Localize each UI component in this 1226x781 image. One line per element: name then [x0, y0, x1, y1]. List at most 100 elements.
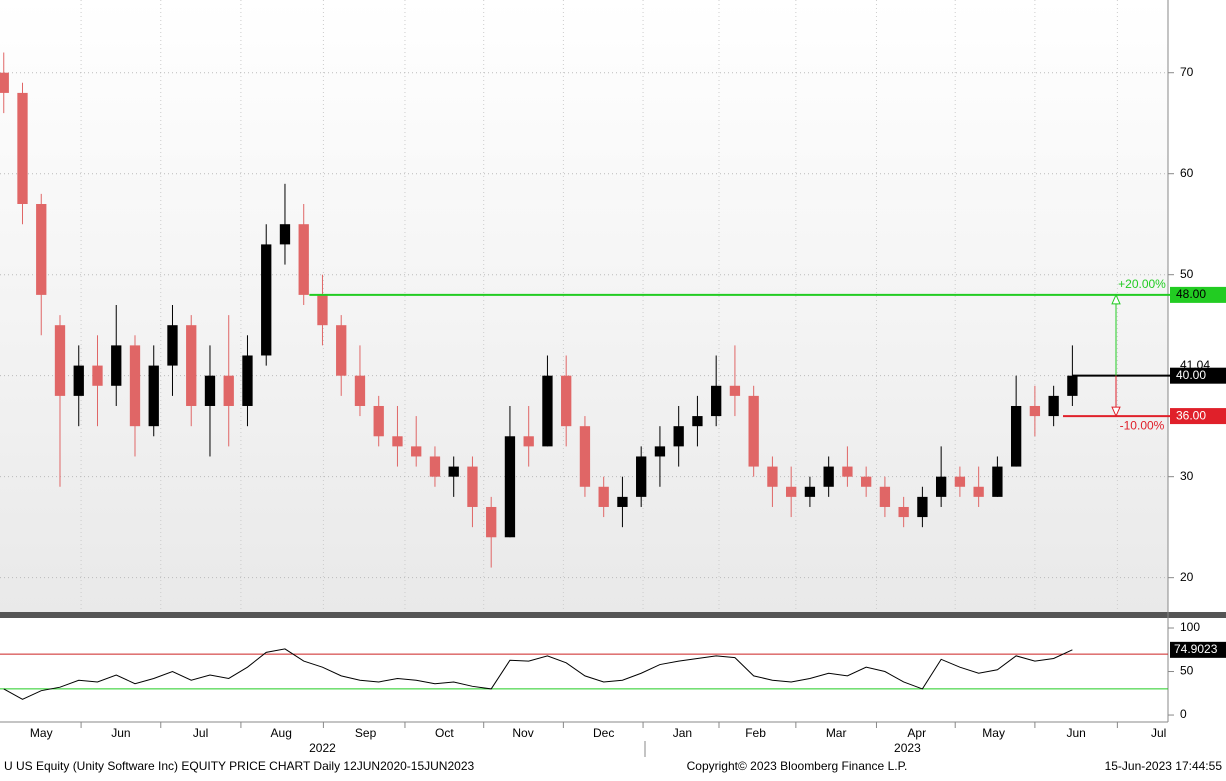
year-label: 2022	[309, 741, 336, 755]
candle-body	[617, 496, 628, 507]
candle-body	[786, 486, 797, 497]
y-tick-label: 0	[1180, 707, 1187, 721]
panel-divider	[0, 612, 1226, 618]
candle-body	[654, 446, 666, 457]
level-box	[1170, 408, 1226, 425]
candle-body	[92, 365, 103, 386]
candle-body	[111, 345, 122, 386]
candle-body	[17, 92, 28, 204]
footer-center: Copyright© 2023 Bloomberg Finance L.P.	[687, 759, 908, 773]
x-tick-label: Jul	[1151, 726, 1166, 740]
candle-body	[1010, 405, 1022, 467]
x-tick-label: Dec	[593, 726, 614, 740]
level-arrowhead	[1111, 406, 1121, 418]
candle-body	[261, 244, 272, 356]
candle-body	[148, 365, 159, 427]
level-arrowhead	[1111, 293, 1121, 305]
candle-body	[861, 476, 872, 487]
candle-body	[598, 486, 609, 507]
candle-body	[242, 355, 253, 406]
candle-body	[561, 375, 572, 427]
x-tick-label: Aug	[271, 726, 292, 740]
candle-body	[898, 506, 909, 518]
candle-body	[204, 375, 216, 406]
y-tick-label: 50	[1180, 267, 1194, 281]
x-tick-label: Nov	[512, 726, 533, 740]
level-label: 48.00	[1176, 287, 1206, 301]
candle-body	[542, 375, 553, 447]
candle-body	[336, 325, 347, 376]
candle-body	[298, 224, 309, 295]
candle-body	[129, 345, 141, 427]
candle-body	[0, 72, 9, 93]
candle-body	[673, 426, 684, 447]
y-tick-label: 100	[1180, 620, 1200, 634]
candle-body	[711, 385, 722, 417]
candle-body	[373, 405, 384, 437]
x-tick-label: May	[982, 726, 1005, 740]
footer-left: U US Equity (Unity Software Inc) EQUITY …	[4, 759, 474, 773]
candle-body	[935, 476, 947, 497]
x-tick-label: Apr	[907, 726, 926, 740]
candle-body	[486, 506, 497, 538]
level-box	[1170, 367, 1226, 384]
candle-body	[804, 486, 816, 497]
candle-body	[917, 496, 928, 518]
candle-body	[523, 436, 534, 447]
x-tick-label: Jun	[111, 726, 130, 740]
x-tick-label: Jan	[673, 726, 692, 740]
y-tick-label: 70	[1180, 65, 1194, 79]
candle-body	[279, 224, 291, 245]
x-tick-label: Sep	[355, 726, 377, 740]
y-tick-label: 30	[1180, 469, 1194, 483]
year-label: 2023	[894, 741, 921, 755]
level-note: +20.00%	[1118, 277, 1166, 291]
x-tick-label: Feb	[745, 726, 766, 740]
candle-body	[1067, 375, 1078, 396]
level-label: 40.00	[1176, 368, 1206, 382]
candle-body	[411, 446, 422, 457]
level-note: -10.00%	[1120, 418, 1165, 432]
candle-body	[354, 375, 366, 406]
footer-right: 15-Jun-2023 17:44:55	[1105, 759, 1223, 773]
candle-body	[36, 204, 47, 295]
candle-body	[879, 486, 891, 507]
price-panel	[0, 0, 1168, 612]
candle-body	[842, 466, 853, 477]
y-tick-label: 20	[1180, 570, 1194, 584]
candle-body	[973, 486, 984, 497]
candle-body	[73, 365, 84, 396]
level-box	[1170, 286, 1226, 303]
rsi-line	[3, 648, 1073, 700]
candle-body	[992, 466, 1003, 497]
rsi-value-label: 74.9023	[1174, 642, 1218, 656]
candle-body	[317, 294, 328, 326]
candle-body	[692, 416, 703, 427]
x-tick-label: May	[30, 726, 53, 740]
candle-body	[429, 456, 441, 477]
candle-body	[504, 436, 516, 538]
rsi-box	[1170, 641, 1226, 658]
candle-body	[392, 436, 403, 447]
level-label: 36.00	[1176, 408, 1206, 422]
candle-body	[1048, 395, 1059, 417]
candle-body	[467, 466, 478, 507]
candle-body	[186, 325, 197, 406]
rsi-panel	[0, 618, 1168, 722]
candle-body	[954, 476, 966, 487]
candle-body	[167, 325, 178, 366]
candle-body	[729, 385, 741, 396]
candle-body	[1029, 405, 1041, 417]
x-tick-label: Oct	[435, 726, 454, 740]
y-tick-label: 50	[1180, 664, 1194, 678]
candle-body	[579, 426, 591, 487]
candle-body	[748, 395, 759, 467]
candle-body	[448, 466, 459, 477]
x-tick-label: Jun	[1066, 726, 1085, 740]
y-tick-label: 60	[1180, 166, 1194, 180]
candle-body	[636, 456, 647, 497]
candle-body	[767, 466, 778, 487]
x-tick-label: Jul	[193, 726, 208, 740]
candle-body	[823, 466, 834, 487]
